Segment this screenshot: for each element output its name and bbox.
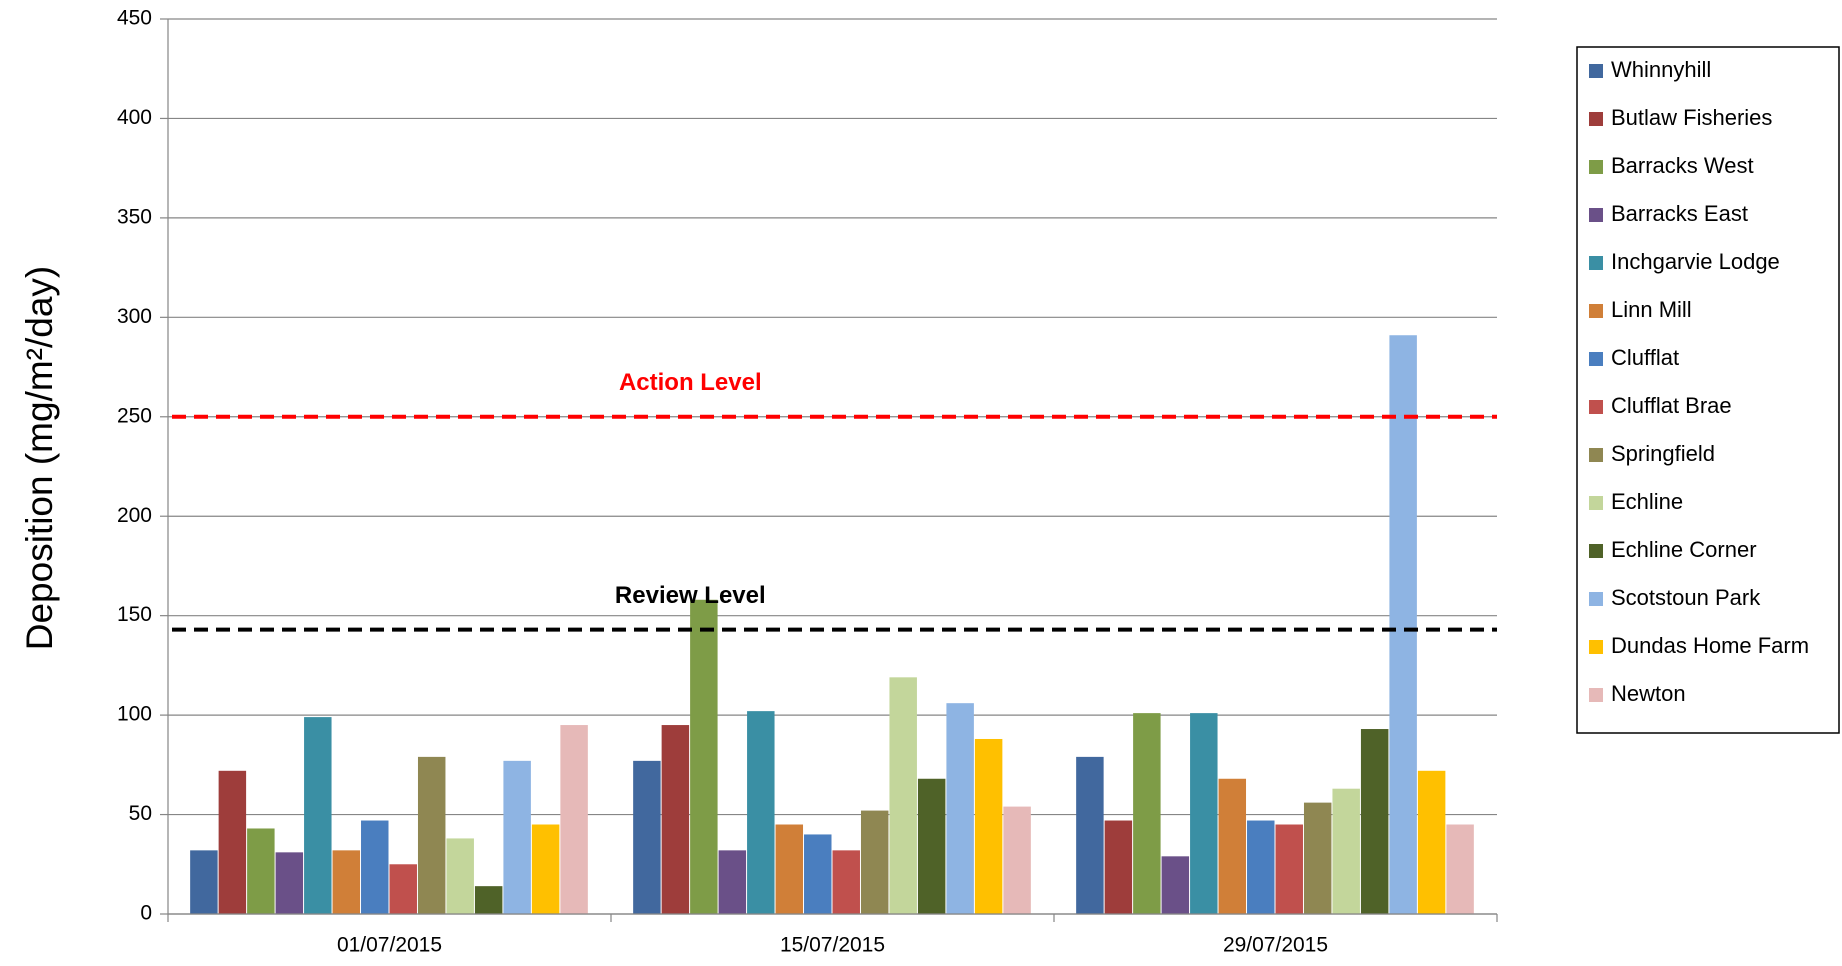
- bar: [690, 599, 718, 914]
- bar: [247, 828, 275, 914]
- legend-label: Clufflat Brae: [1611, 393, 1732, 418]
- legend-label: Whinnyhill: [1611, 57, 1711, 82]
- bar: [1446, 824, 1474, 914]
- legend-box: [1576, 46, 1840, 734]
- bar: [1389, 335, 1417, 914]
- bar: [1247, 820, 1275, 914]
- bar: [804, 834, 832, 914]
- y-tick-label: 250: [117, 404, 152, 427]
- bar: [633, 760, 661, 914]
- legend-swatch: [1589, 544, 1603, 558]
- bar: [889, 677, 917, 914]
- y-tick-label: 0: [140, 902, 152, 925]
- legend-label: Scotstoun Park: [1611, 585, 1761, 610]
- bar: [1218, 778, 1247, 914]
- legend-label: Echline Corner: [1611, 537, 1757, 562]
- bar: [974, 738, 1003, 914]
- bar: [332, 850, 361, 914]
- bar: [917, 778, 946, 914]
- y-tick-label: 100: [117, 703, 152, 726]
- y-tick-label: 50: [129, 802, 152, 825]
- bar: [1133, 713, 1161, 914]
- bar: [474, 886, 503, 914]
- legend-swatch: [1589, 208, 1603, 222]
- bar: [661, 725, 690, 914]
- x-tick-label: 01/07/2015: [337, 934, 442, 957]
- bar: [275, 852, 304, 914]
- bar: [747, 711, 775, 914]
- bar: [361, 820, 389, 914]
- legend-label: Linn Mill: [1611, 297, 1692, 322]
- bar: [446, 838, 474, 914]
- legend-swatch: [1589, 448, 1603, 462]
- legend-swatch: [1589, 256, 1603, 270]
- bar: [1190, 713, 1218, 914]
- y-tick-label: 150: [117, 603, 152, 626]
- x-tick-label: 15/07/2015: [780, 934, 885, 957]
- bar: [531, 824, 560, 914]
- bar: [1104, 820, 1133, 914]
- bar: [389, 864, 417, 914]
- legend-label: Dundas Home Farm: [1611, 633, 1809, 658]
- legend-label: Echline: [1611, 489, 1683, 514]
- legend-label: Inchgarvie Lodge: [1611, 249, 1780, 274]
- legend-label: Springfield: [1611, 441, 1715, 466]
- bar: [1275, 824, 1303, 914]
- legend-swatch: [1589, 400, 1603, 414]
- legend-label: Barracks East: [1611, 201, 1748, 226]
- legend-label: Newton: [1611, 681, 1686, 706]
- bar: [1003, 806, 1031, 914]
- legend-swatch: [1589, 352, 1603, 366]
- legend-swatch: [1589, 160, 1603, 174]
- bar: [946, 703, 974, 914]
- bar: [1076, 756, 1104, 914]
- legend-swatch: [1589, 64, 1603, 78]
- legend-label: Clufflat: [1611, 345, 1679, 370]
- y-axis-label: Deposition (mg/m²/day): [19, 266, 60, 651]
- y-tick-label: 300: [117, 305, 152, 328]
- legend-swatch: [1589, 592, 1603, 606]
- reference-label: Action Level: [619, 369, 762, 396]
- bar: [1161, 856, 1190, 914]
- legend-label: Barracks West: [1611, 153, 1754, 178]
- y-tick-label: 450: [117, 7, 152, 30]
- bar: [417, 756, 446, 914]
- legend-swatch: [1589, 688, 1603, 702]
- legend-swatch: [1589, 640, 1603, 654]
- bar: [860, 810, 889, 914]
- bar: [304, 717, 332, 914]
- legend-swatch: [1589, 304, 1603, 318]
- bar: [1417, 770, 1446, 914]
- y-tick-label: 200: [117, 504, 152, 527]
- x-tick-label: 29/07/2015: [1223, 934, 1328, 957]
- bar: [503, 760, 531, 914]
- y-tick-label: 350: [117, 205, 152, 228]
- legend-swatch: [1589, 112, 1603, 126]
- bar: [1360, 729, 1389, 914]
- bar: [718, 850, 747, 914]
- bar: [775, 824, 804, 914]
- bar: [1303, 802, 1332, 914]
- y-tick-label: 400: [117, 106, 152, 129]
- legend-label: Butlaw Fisheries: [1611, 105, 1772, 130]
- legend-swatch: [1589, 496, 1603, 510]
- bar: [560, 725, 588, 914]
- bar: [218, 770, 247, 914]
- reference-label: Review Level: [615, 582, 766, 609]
- bar: [190, 850, 218, 914]
- bar: [832, 850, 860, 914]
- bar: [1332, 788, 1360, 914]
